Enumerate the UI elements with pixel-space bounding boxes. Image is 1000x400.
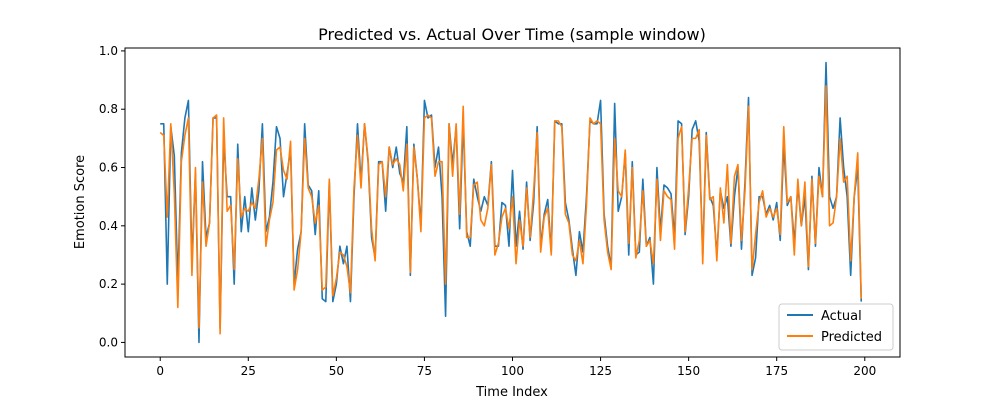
- series-layer: [159, 61, 863, 344]
- y-tick-label: 1.0: [99, 44, 118, 58]
- y-tick-label: 0.0: [99, 335, 118, 349]
- y-axis-ticks: 0.0 0.2 0.4 0.6 0.8 1.0: [99, 44, 125, 349]
- x-tick-label: 100: [501, 364, 524, 378]
- legend: Actual Predicted: [778, 303, 894, 351]
- y-tick-label: 0.4: [99, 219, 118, 233]
- x-tick-label: 25: [241, 364, 256, 378]
- x-tick-label: 75: [417, 364, 432, 378]
- x-tick-label: 200: [853, 364, 876, 378]
- y-axis-label: Emotion Score: [73, 155, 88, 249]
- x-tick-label: 0: [156, 364, 164, 378]
- x-tick-label: 175: [765, 364, 788, 378]
- x-tick-label: 125: [589, 364, 612, 378]
- x-axis-label: Time Index: [475, 385, 548, 400]
- y-tick-label: 0.6: [99, 161, 118, 175]
- y-tick-label: 0.2: [99, 277, 118, 291]
- y-tick-label: 0.8: [99, 102, 118, 116]
- legend-label-actual: Actual: [821, 309, 862, 324]
- x-tick-label: 150: [677, 364, 700, 378]
- series-line-predicted: [159, 85, 863, 335]
- x-axis-ticks: 0 25 50 75 100 125 150 175 200: [156, 357, 876, 378]
- x-tick-label: 50: [329, 364, 344, 378]
- chart-title: Predicted vs. Actual Over Time (sample w…: [318, 25, 706, 44]
- legend-label-predicted: Predicted: [821, 330, 882, 345]
